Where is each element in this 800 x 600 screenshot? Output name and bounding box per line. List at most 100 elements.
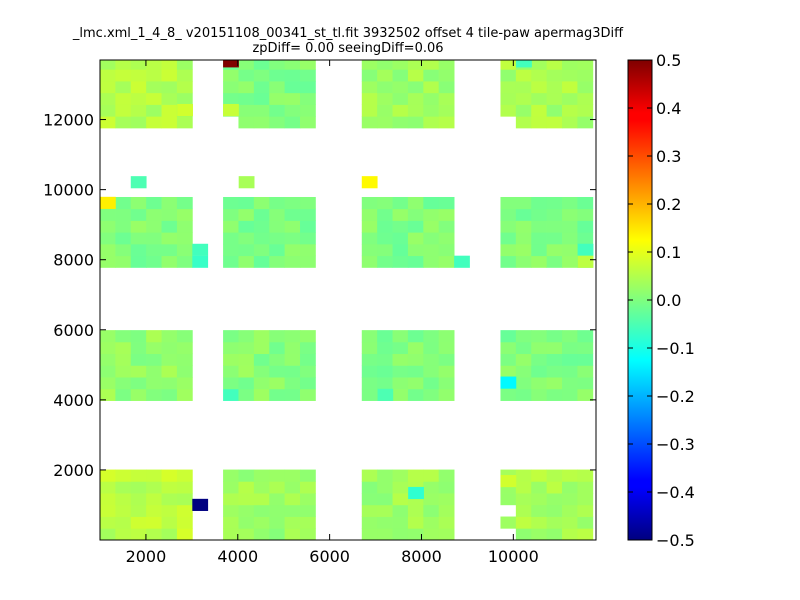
heatmap-cell bbox=[515, 243, 532, 257]
heatmap-cell bbox=[423, 353, 440, 366]
heatmap-cell bbox=[392, 104, 409, 117]
heatmap-cell bbox=[361, 377, 378, 390]
heatmap-cell bbox=[377, 60, 393, 70]
heatmap-cell bbox=[562, 116, 578, 129]
heatmap-cell bbox=[423, 208, 440, 221]
heatmap-cell bbox=[146, 388, 162, 401]
heatmap-cell bbox=[130, 493, 147, 506]
heatmap-cell bbox=[269, 208, 286, 221]
heatmap-cell bbox=[176, 388, 193, 401]
heatmap-cell bbox=[100, 232, 116, 245]
heatmap-cell bbox=[562, 388, 578, 401]
heatmap-cell bbox=[438, 365, 455, 378]
heatmap-cell bbox=[562, 232, 578, 245]
heatmap-cell bbox=[407, 220, 424, 233]
heatmap-cell bbox=[577, 365, 594, 378]
heatmap-cell bbox=[146, 81, 162, 94]
heatmap-cell bbox=[392, 330, 409, 343]
heatmap-cell bbox=[253, 353, 270, 366]
heatmap-cell bbox=[284, 116, 301, 129]
colorbar-tick-label: 0.4 bbox=[656, 99, 681, 118]
heatmap-cell bbox=[407, 330, 424, 343]
heatmap-cell bbox=[377, 116, 393, 129]
heatmap-cell bbox=[361, 60, 378, 70]
heatmap-cell bbox=[562, 330, 578, 343]
heatmap-cell bbox=[130, 81, 147, 94]
heatmap-cell bbox=[146, 528, 162, 540]
heatmap-cell bbox=[253, 504, 270, 517]
heatmap-cell bbox=[377, 481, 393, 494]
heatmap-cell bbox=[161, 104, 178, 117]
chart-title-line-1: _lmc.xml_1_4_8_ v20151108_00341_st_tl.fi… bbox=[72, 26, 624, 41]
heatmap-cell bbox=[392, 69, 409, 82]
heatmap-cell bbox=[100, 481, 116, 494]
heatmap-cell bbox=[223, 493, 239, 506]
heatmap-cell bbox=[115, 388, 132, 401]
heatmap-cell bbox=[438, 60, 455, 70]
heatmap-cell bbox=[100, 69, 116, 82]
heatmap-cell bbox=[515, 365, 532, 378]
heatmap-cell bbox=[176, 377, 193, 390]
heatmap-cell bbox=[361, 81, 378, 94]
x-tick-label: 8000 bbox=[401, 547, 442, 566]
heatmap-cell bbox=[300, 388, 316, 401]
heatmap-cell bbox=[300, 341, 316, 355]
heatmap-cell bbox=[392, 116, 409, 129]
heatmap-cell bbox=[515, 81, 532, 94]
heatmap-cell bbox=[130, 341, 147, 355]
heatmap-cell bbox=[515, 481, 532, 494]
heatmap-cell bbox=[284, 255, 301, 268]
heatmap-cell bbox=[223, 353, 239, 366]
heatmap-cell bbox=[500, 255, 517, 268]
heatmap-cell bbox=[377, 92, 393, 105]
heatmap-cell bbox=[300, 92, 316, 105]
heatmap-cell bbox=[361, 388, 378, 401]
heatmap-cell bbox=[361, 196, 378, 210]
heatmap-cell bbox=[192, 255, 209, 268]
heatmap-cell bbox=[253, 208, 270, 221]
heatmap-cell bbox=[361, 208, 378, 221]
heatmap-cell bbox=[577, 330, 594, 343]
heatmap-cell bbox=[438, 196, 455, 210]
heatmap-cell bbox=[407, 255, 424, 268]
heatmap-cell bbox=[130, 176, 147, 189]
heatmap-cell bbox=[238, 377, 255, 390]
heatmap-cell bbox=[392, 232, 409, 245]
heatmap-cell bbox=[176, 330, 193, 343]
plot-background bbox=[100, 60, 596, 540]
heatmap-cell bbox=[361, 504, 378, 517]
heatmap-cell bbox=[377, 365, 393, 378]
heatmap-cell bbox=[176, 81, 193, 94]
heatmap-cell bbox=[269, 504, 286, 517]
heatmap-cell bbox=[515, 330, 532, 343]
heatmap-cell bbox=[546, 353, 563, 366]
heatmap-cell bbox=[284, 516, 301, 529]
heatmap-cell bbox=[161, 116, 178, 129]
heatmap-cell bbox=[238, 255, 255, 268]
heatmap-cell bbox=[146, 208, 162, 221]
heatmap-cell bbox=[100, 60, 116, 70]
heatmap-cell bbox=[361, 104, 378, 117]
heatmap-cell bbox=[577, 81, 594, 94]
heatmap-cell bbox=[284, 481, 301, 494]
heatmap-cell bbox=[392, 60, 409, 70]
heatmap-cell bbox=[438, 528, 455, 540]
heatmap-cell bbox=[407, 92, 424, 105]
heatmap-cell bbox=[146, 92, 162, 105]
heatmap-cell bbox=[500, 232, 517, 245]
heatmap-cell bbox=[300, 516, 316, 529]
heatmap-cell bbox=[438, 220, 455, 233]
heatmap-cell bbox=[300, 528, 316, 540]
heatmap-cell bbox=[546, 220, 563, 233]
plot-frame bbox=[99, 59, 597, 541]
heatmap-cell bbox=[115, 330, 132, 343]
heatmap-cell bbox=[269, 365, 286, 378]
heatmap-cell bbox=[577, 353, 594, 366]
heatmap-cell bbox=[361, 365, 378, 378]
heatmap-cell bbox=[269, 220, 286, 233]
heatmap-cell bbox=[238, 481, 255, 494]
heatmap-cell bbox=[377, 504, 393, 517]
heatmap-cell bbox=[377, 220, 393, 233]
heatmap-cell bbox=[269, 469, 286, 482]
heatmap-cell bbox=[130, 365, 147, 378]
